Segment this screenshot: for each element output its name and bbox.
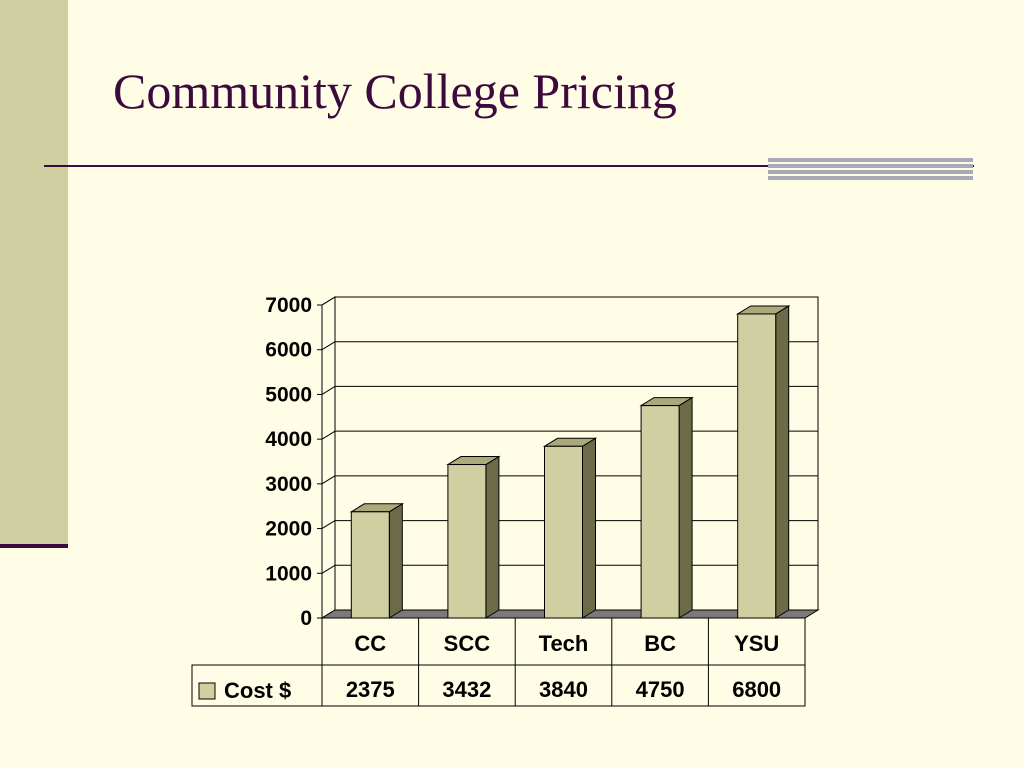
gridline-side [321, 386, 336, 395]
y-tick-label: 7000 [265, 294, 312, 317]
data-table-value: 4750 [636, 677, 685, 702]
gridline-side [321, 430, 336, 440]
bar [447, 464, 487, 619]
y-tick-label: 5000 [265, 383, 312, 406]
slide-title: Community College Pricing [113, 63, 677, 119]
gridline-side [321, 520, 336, 529]
bar-side [582, 437, 596, 619]
category-label: Tech [539, 631, 589, 656]
y-tick-label: 2000 [265, 518, 312, 541]
bar-side [388, 502, 403, 619]
legend-swatch [198, 682, 216, 700]
data-table-value: 6800 [732, 677, 781, 702]
category-label: YSU [734, 631, 779, 656]
bar [350, 511, 390, 619]
data-table-value: 3840 [539, 677, 588, 702]
bar-side [485, 455, 500, 619]
data-table-value: 3432 [442, 677, 491, 702]
gridline-side [321, 475, 336, 485]
bar-side [775, 305, 790, 619]
category-label: SCC [444, 631, 491, 656]
gridline-side [321, 564, 336, 574]
bar-side [678, 396, 693, 619]
left-decorative-bar [0, 0, 68, 545]
category-label: BC [644, 631, 676, 656]
y-tick-label: 0 [300, 607, 312, 630]
data-table-value: 2375 [346, 677, 395, 702]
y-tick-label: 3000 [265, 473, 312, 496]
table-data-row [191, 664, 806, 707]
bar [640, 405, 680, 619]
category-label: CC [354, 631, 386, 656]
left-bar-underline [0, 544, 68, 548]
y-tick-label: 4000 [265, 428, 312, 451]
gridline-side [321, 341, 336, 351]
title-divider-line [44, 165, 974, 167]
title-divider-accent [768, 158, 973, 180]
bar [544, 445, 583, 619]
y-tick-label: 1000 [265, 562, 312, 585]
y-tick-label: 6000 [265, 339, 312, 362]
series-label: Cost $ [224, 678, 291, 703]
gridline-side [321, 296, 336, 306]
bar [737, 313, 777, 619]
